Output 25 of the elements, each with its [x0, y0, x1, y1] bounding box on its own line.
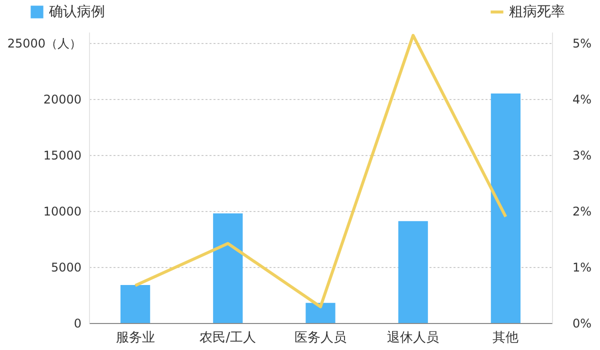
y-tick-label: 0: [74, 316, 82, 330]
y-tick-label: 5000: [50, 260, 82, 275]
x-tick-label: 农民/工人: [200, 330, 256, 346]
y2-tick-label: 3%: [572, 148, 592, 163]
x-tick-label: 医务人员: [294, 330, 346, 346]
x-tick-label: 服务业: [116, 330, 155, 346]
bar: [398, 221, 428, 323]
y-tick-label: 20000: [43, 92, 82, 107]
y-tick-label: 25000（人）: [7, 36, 82, 51]
y-tick-label: 15000: [43, 148, 82, 163]
y-tick-label: 10000: [43, 204, 82, 219]
y2-tick-label: 2%: [572, 204, 592, 219]
bar: [213, 213, 243, 323]
legend-label: 确认病例: [48, 4, 105, 20]
x-tick-label: 退休人员: [387, 330, 440, 346]
y2-tick-label: 0%: [572, 316, 592, 330]
y2-tick-label: 1%: [572, 260, 592, 275]
x-tick-label: 其他: [492, 330, 519, 346]
bar: [490, 94, 521, 323]
y2-tick-label: 4%: [572, 92, 592, 107]
y2-tick-label: 5%: [572, 36, 592, 51]
bar: [306, 302, 336, 323]
bar: [120, 284, 150, 323]
legend-label: 粗病死率: [509, 4, 565, 20]
line-series: [134, 34, 508, 308]
